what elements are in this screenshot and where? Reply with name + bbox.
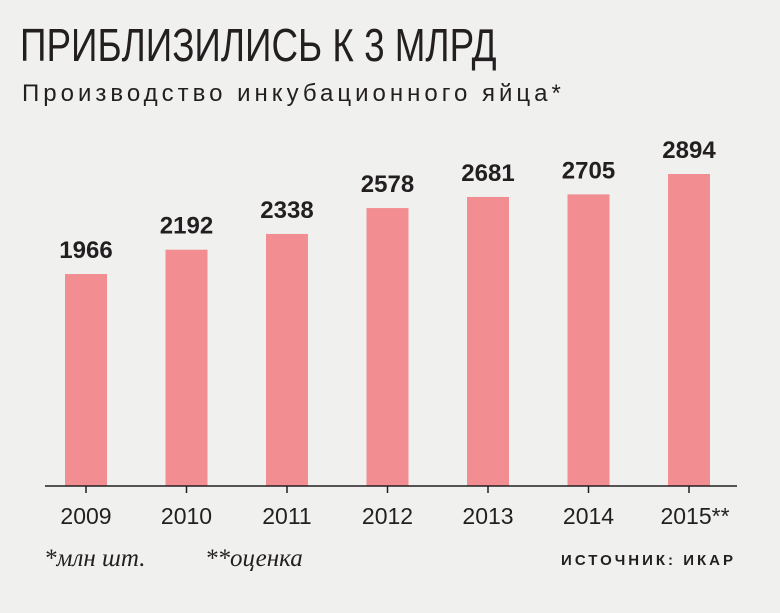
value-label-0: 1966 bbox=[59, 237, 112, 264]
bar-2 bbox=[266, 233, 308, 486]
tick-label-5: 2014 bbox=[563, 503, 614, 529]
value-label-3: 2578 bbox=[361, 171, 414, 198]
bar-0 bbox=[65, 274, 107, 486]
value-label-1: 2192 bbox=[160, 213, 213, 240]
ticks-group bbox=[85, 486, 690, 493]
value-label-5: 2705 bbox=[562, 157, 615, 184]
value-label-4: 2681 bbox=[461, 160, 514, 187]
tick-label-1: 2010 bbox=[161, 503, 212, 529]
value-labels-group: 1966 2192 2338 2578 2681 2705 2894 bbox=[59, 137, 716, 264]
tick-label-2: 2011 bbox=[262, 503, 311, 529]
bar-4 bbox=[467, 196, 509, 486]
bar-6 bbox=[668, 174, 710, 486]
tick-label-4: 2013 bbox=[462, 503, 513, 529]
chart-subtitle: Производство инкубационного яйца* bbox=[22, 80, 565, 107]
bars-group bbox=[65, 174, 710, 486]
footnote-unit: *млн шт. bbox=[44, 545, 146, 572]
bar-3 bbox=[366, 208, 409, 486]
footnote-estimate: **оценка bbox=[205, 545, 303, 572]
tick-label-6: 2015** bbox=[660, 503, 729, 529]
source-label: ИСТОЧНИК: ИКАР bbox=[561, 552, 736, 569]
value-label-6: 2894 bbox=[662, 137, 716, 164]
chart-title: ПРИБЛИЗИЛИСЬ К 3 МЛРД bbox=[20, 19, 497, 71]
bar-1 bbox=[165, 249, 208, 486]
bar-5 bbox=[567, 194, 610, 486]
tick-label-0: 2009 bbox=[60, 503, 111, 529]
tick-label-3: 2012 bbox=[362, 503, 413, 529]
tick-labels-group: 2009 2010 2011 2012 2013 2014 2015** bbox=[60, 503, 729, 529]
value-label-2: 2338 bbox=[260, 197, 313, 224]
